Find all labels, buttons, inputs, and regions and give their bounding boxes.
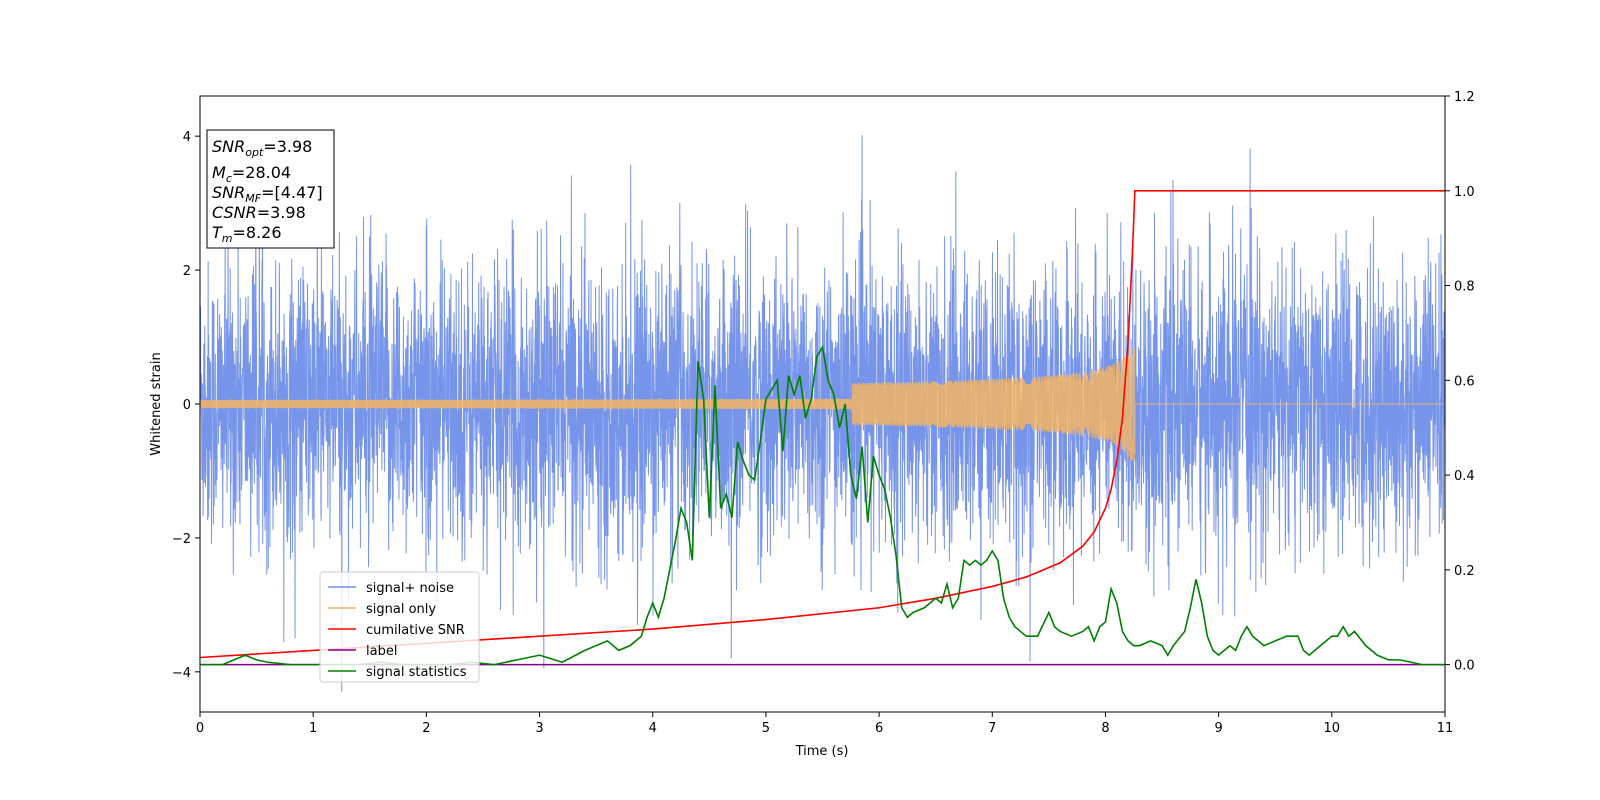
- y2-tick-label-6: 1.2: [1454, 90, 1475, 105]
- y-tick-label-2: 0: [183, 398, 191, 413]
- x-tick-label-8: 8: [1101, 721, 1109, 736]
- y2-tick-label-1: 0.2: [1454, 564, 1475, 579]
- x-tick-label-9: 9: [1214, 721, 1222, 736]
- x-tick-label-3: 3: [535, 721, 543, 736]
- y-tick-label-3: 2: [183, 264, 191, 279]
- x-tick-label-6: 6: [875, 721, 883, 736]
- x-tick-label-5: 5: [762, 721, 770, 736]
- y2-tick-label-3: 0.6: [1454, 374, 1475, 389]
- x-tick-label-11: 11: [1437, 721, 1454, 736]
- x-tick-label-7: 7: [988, 721, 996, 736]
- x-tick-label-2: 2: [422, 721, 430, 736]
- y2-tick-label-4: 0.8: [1454, 280, 1475, 295]
- annotation-tm: Tm=8.26: [212, 223, 282, 245]
- annotation-snr-mf: SNRMF=[4.47]: [212, 183, 323, 205]
- y-axis-left: −4 −2 0 2 4: [172, 130, 200, 681]
- annotation-mc: Mc=28.04: [212, 163, 291, 185]
- series-signal-statistics: [200, 344, 1445, 666]
- series-signal-only: [200, 347, 1445, 461]
- y-tick-label-0: −4: [172, 666, 191, 681]
- x-tick-label-4: 4: [649, 721, 657, 736]
- legend-label-2: cumilative SNR: [366, 623, 465, 638]
- legend: signal+ noise signal only cumilative SNR la…: [319, 571, 480, 683]
- x-tick-label-0: 0: [196, 721, 204, 736]
- y-tick-label-1: −2: [172, 532, 191, 547]
- legend-label-0: signal+ noise: [366, 581, 454, 596]
- y2-tick-label-2: 0.4: [1454, 469, 1475, 484]
- legend-label-1: signal only: [366, 602, 436, 617]
- y2-tick-label-0: 0.0: [1454, 659, 1475, 674]
- y-axis-right: 0.0 0.2 0.4 0.6 0.8 1.0 1.2: [1445, 90, 1475, 674]
- x-axis-label: Time (s): [795, 744, 849, 759]
- series-cumilative-snr: [200, 189, 1445, 659]
- annotation-frame: [206, 129, 335, 249]
- y2-tick-label-5: 1.0: [1454, 185, 1475, 200]
- legend-label-3: label: [366, 644, 397, 659]
- annotation-csnr: CSNR=3.98: [212, 203, 306, 222]
- x-tick-label-10: 10: [1324, 721, 1341, 736]
- legend-label-4: signal statistics: [366, 665, 467, 680]
- x-axis: 0 1 2 3 4 5 6 7 8 9 10 11: [196, 712, 1453, 736]
- y-tick-label-4: 4: [183, 130, 191, 145]
- legend-frame: [319, 571, 480, 683]
- x-tick-label-1: 1: [309, 721, 317, 736]
- y-axis-label: Whitened strain: [149, 352, 164, 455]
- annotation-box: SNRopt=3.98 Mc=28.04 SNRMF=[4.47] CSNR=3…: [206, 129, 335, 249]
- annotation-snr-opt: SNRopt=3.98: [212, 137, 312, 159]
- series-signal-noise: [200, 135, 1445, 692]
